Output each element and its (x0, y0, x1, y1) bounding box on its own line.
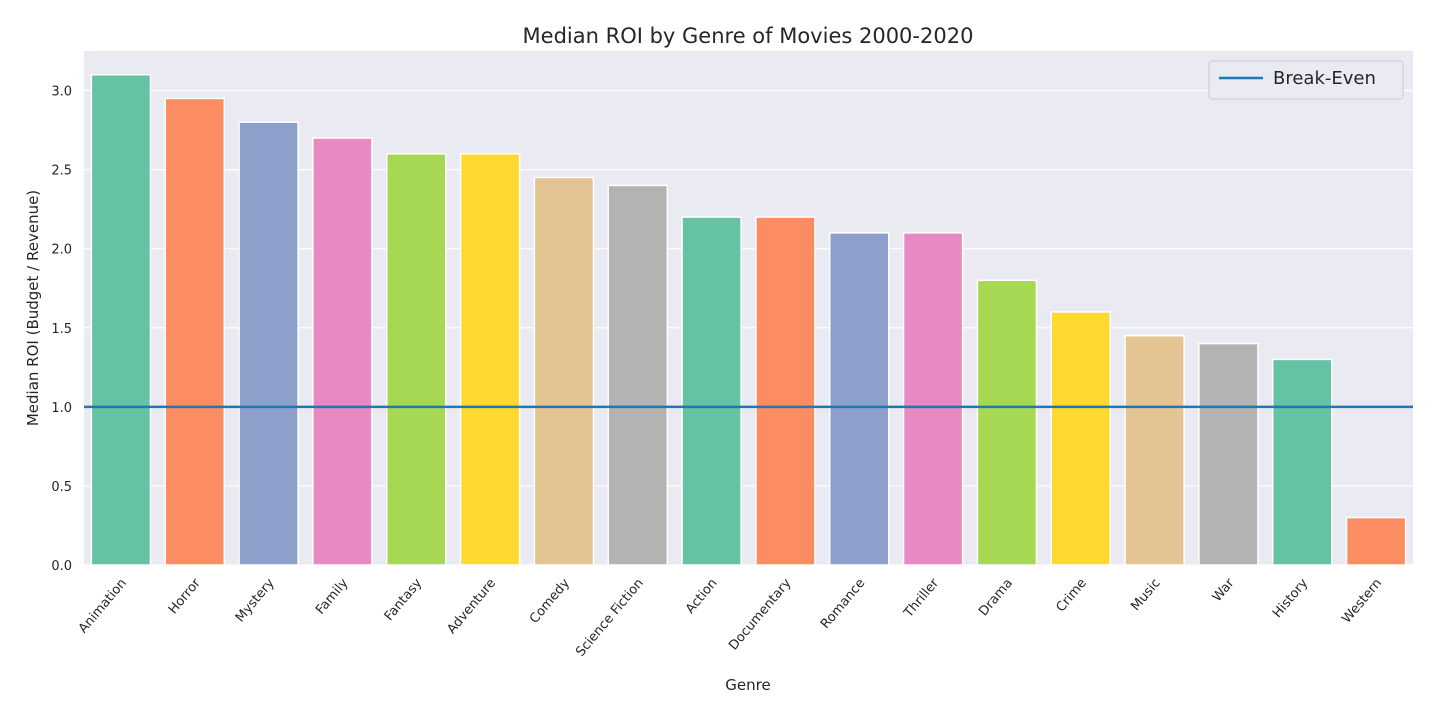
bar-drama (976, 279, 1038, 566)
bar-action (681, 216, 742, 566)
bar-western (1345, 516, 1407, 566)
y-tick-label: 2.0 (51, 243, 72, 258)
chart-title: Median ROI by Genre of Movies 2000-2020 (523, 24, 974, 48)
legend-entry-break-even: Break-Even (1273, 68, 1376, 89)
y-tick-label: 1.0 (51, 401, 72, 416)
y-axis-label: Median ROI (Budget / Revenue) (24, 190, 42, 426)
bar-fantasy (385, 153, 447, 566)
bars (90, 73, 1407, 566)
bar-animation (90, 73, 152, 566)
y-tick-label: 3.0 (51, 85, 72, 100)
bar-adventure (459, 153, 521, 566)
y-axis-ticks: 0.0 0.5 1.0 1.5 2.0 2.5 3.0 (51, 85, 72, 574)
x-axis-label: Genre (725, 676, 770, 694)
y-tick-label: 0.0 (51, 559, 72, 574)
bar-comedy (533, 176, 595, 566)
bar-war (1198, 342, 1259, 566)
plot-area (84, 51, 1413, 565)
bar-crime (1050, 311, 1112, 566)
bar-documentary (755, 216, 816, 566)
bar-history (1271, 358, 1333, 566)
y-tick-label: 0.5 (51, 480, 72, 495)
y-tick-label: 1.5 (51, 322, 72, 337)
y-tick-label: 2.5 (51, 164, 72, 179)
bar-thriller (902, 232, 964, 566)
legend: Break-Even (1208, 60, 1404, 100)
bar-science-fiction (607, 184, 669, 566)
bar-horror (164, 97, 226, 566)
bar-romance (828, 232, 890, 566)
bar-music (1124, 334, 1185, 566)
legend-box (1208, 60, 1404, 100)
bar-family (312, 137, 373, 566)
bar-mystery (238, 121, 299, 566)
